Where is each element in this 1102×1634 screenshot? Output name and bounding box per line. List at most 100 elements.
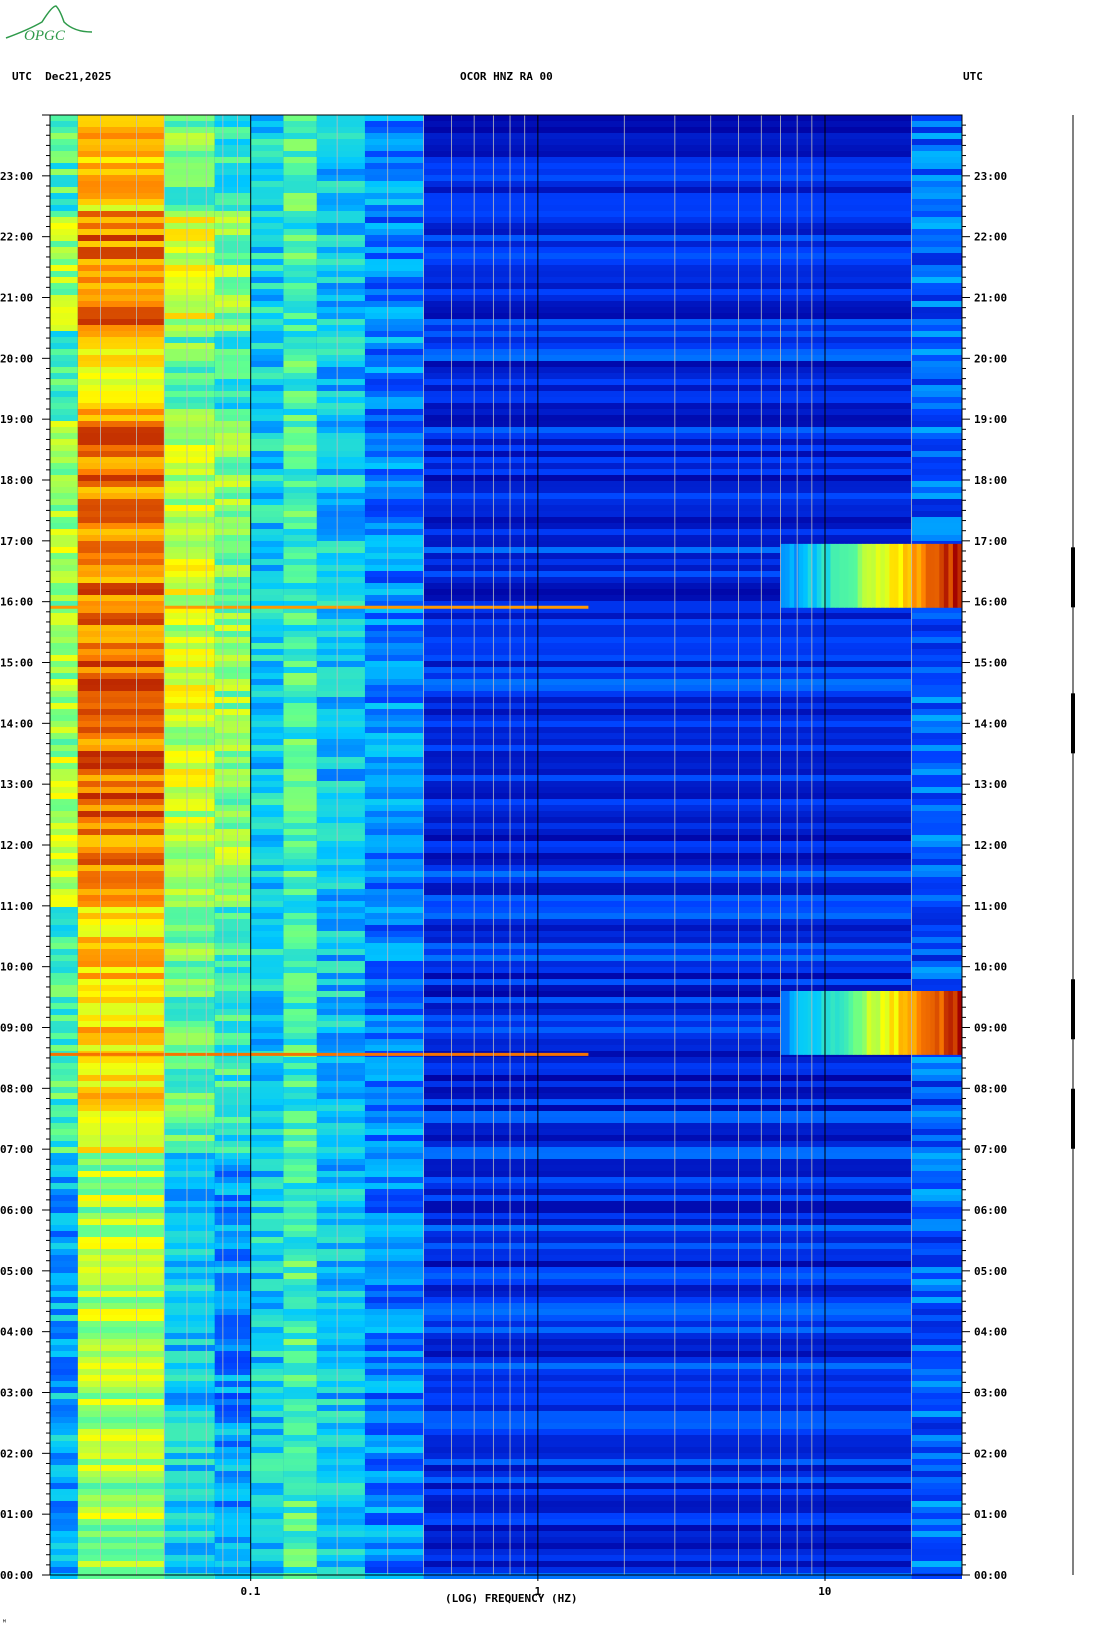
heatmap-cell xyxy=(164,547,215,553)
heatmap-cell xyxy=(250,1093,284,1099)
heatmap-cell xyxy=(316,1249,365,1255)
heatmap-cell xyxy=(77,757,165,763)
heatmap-cell xyxy=(164,139,215,145)
heatmap-cell xyxy=(911,505,962,511)
heatmap-cell xyxy=(77,211,165,217)
heatmap-cell xyxy=(423,667,912,673)
heatmap-cell xyxy=(214,1027,251,1033)
heatmap-cell xyxy=(364,919,424,925)
heatmap-cell xyxy=(77,1111,165,1117)
heatmap-cell xyxy=(316,577,365,583)
heatmap-cell xyxy=(50,523,78,529)
heatmap-cell xyxy=(283,1303,317,1309)
heatmap-cell xyxy=(364,529,424,535)
heatmap-cell xyxy=(283,937,317,943)
heatmap-cell xyxy=(283,361,317,367)
heatmap-cell xyxy=(316,1045,365,1051)
heatmap-cell xyxy=(364,1159,424,1165)
event-burst xyxy=(921,543,927,608)
heatmap-cell xyxy=(250,313,284,319)
heatmap-cell xyxy=(214,1033,251,1039)
heatmap-cell xyxy=(250,985,284,991)
heatmap-cell xyxy=(364,499,424,505)
heatmap-cell xyxy=(77,307,165,313)
heatmap-cell xyxy=(316,769,365,775)
heatmap-cell xyxy=(164,1141,215,1147)
heatmap-cell xyxy=(316,685,365,691)
heatmap-cell xyxy=(250,151,284,157)
heatmap-cell xyxy=(423,907,912,913)
heatmap-cell xyxy=(214,217,251,223)
heatmap-cell xyxy=(164,121,215,127)
heatmap-cell xyxy=(423,1093,912,1099)
heatmap-cell xyxy=(250,1009,284,1015)
heatmap-cell xyxy=(364,1267,424,1273)
heatmap-cell xyxy=(214,967,251,973)
heatmap-cell xyxy=(911,127,962,133)
heatmap-cell xyxy=(911,1063,962,1069)
heatmap-cell xyxy=(50,157,78,163)
heatmap-cell xyxy=(77,475,165,481)
heatmap-cell xyxy=(283,1117,317,1123)
heatmap-cell xyxy=(423,1285,912,1291)
y-tick-label-left: 04:00 xyxy=(0,1326,33,1339)
heatmap-cell xyxy=(316,847,365,853)
heatmap-cell xyxy=(50,265,78,271)
heatmap-cell xyxy=(283,811,317,817)
heatmap-cell xyxy=(250,319,284,325)
heatmap-cell xyxy=(283,745,317,751)
heatmap-cell xyxy=(77,1081,165,1087)
heatmap-cell xyxy=(50,805,78,811)
heatmap-cell xyxy=(423,253,912,259)
heatmap-cell xyxy=(214,823,251,829)
heatmap-cell xyxy=(316,181,365,187)
heatmap-cell xyxy=(911,1501,962,1507)
heatmap-cell xyxy=(364,415,424,421)
heatmap-cell xyxy=(283,1363,317,1369)
heatmap-cell xyxy=(250,349,284,355)
heatmap-cell xyxy=(423,1411,912,1417)
heatmap-cell xyxy=(77,127,165,133)
heatmap-cell xyxy=(283,1453,317,1459)
heatmap-cell xyxy=(423,1105,912,1111)
heatmap-cell xyxy=(316,391,365,397)
heatmap-cell xyxy=(214,1327,251,1333)
heatmap-cell xyxy=(423,997,912,1003)
heatmap-cell xyxy=(77,1465,165,1471)
heatmap-cell xyxy=(77,241,165,247)
heatmap-cell xyxy=(283,1447,317,1453)
event-burst xyxy=(907,543,913,608)
event-burst xyxy=(803,991,809,1055)
heatmap-cell xyxy=(77,1075,165,1081)
heatmap-cell xyxy=(364,1171,424,1177)
heatmap-cell xyxy=(164,685,215,691)
heatmap-cell xyxy=(77,1201,165,1207)
heatmap-cell xyxy=(250,295,284,301)
heatmap-cell xyxy=(214,1171,251,1177)
heatmap-cell xyxy=(911,775,962,781)
heatmap-cell xyxy=(283,1075,317,1081)
heatmap-cell xyxy=(214,1231,251,1237)
heatmap-cell xyxy=(250,553,284,559)
heatmap-cell xyxy=(423,1333,912,1339)
heatmap-cell xyxy=(423,1075,912,1081)
heatmap-cell xyxy=(250,715,284,721)
heatmap-cell xyxy=(250,991,284,997)
heatmap-cell xyxy=(250,775,284,781)
heatmap-cell xyxy=(911,769,962,775)
heatmap-cell xyxy=(214,445,251,451)
heatmap-cell xyxy=(364,343,424,349)
event-burst xyxy=(789,543,795,608)
heatmap-cell xyxy=(250,1387,284,1393)
heatmap-cell xyxy=(77,889,165,895)
heatmap-cell xyxy=(911,1327,962,1333)
heatmap-cell xyxy=(50,1351,78,1357)
heatmap-cell xyxy=(316,1543,365,1549)
heatmap-cell xyxy=(214,769,251,775)
heatmap-cell xyxy=(250,1531,284,1537)
heatmap-cell xyxy=(214,253,251,259)
heatmap-cell xyxy=(250,949,284,955)
heatmap-cell xyxy=(283,199,317,205)
heatmap-cell xyxy=(283,691,317,697)
heatmap-cell xyxy=(911,955,962,961)
